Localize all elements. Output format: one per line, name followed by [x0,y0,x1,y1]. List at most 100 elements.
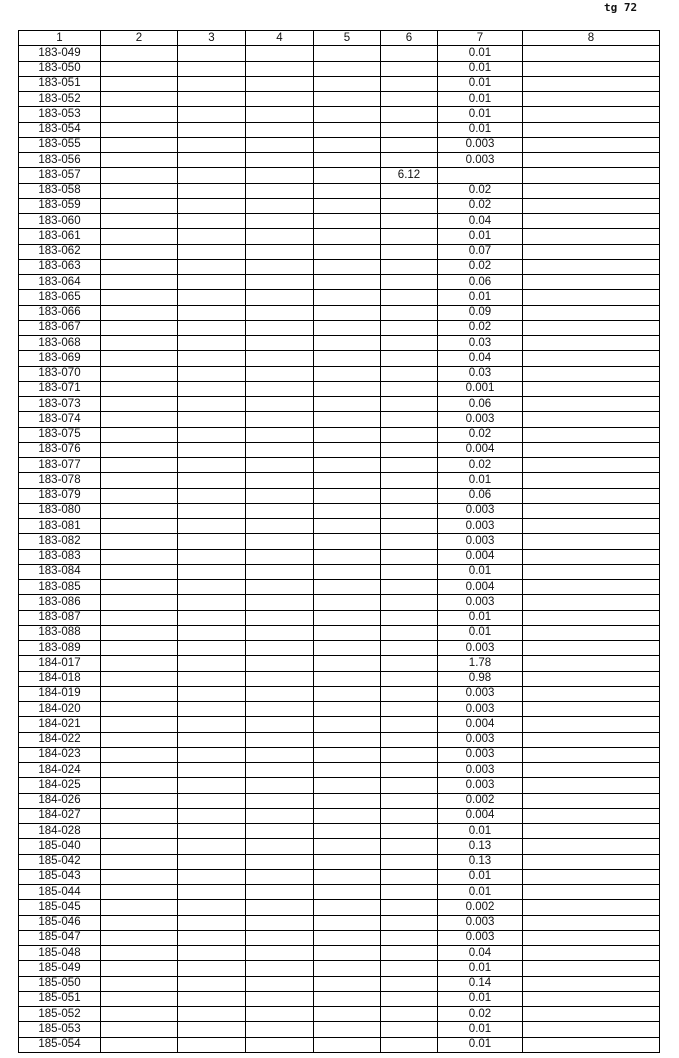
cell-col-8 [522,563,660,581]
table-row: 183-065 0.01 [18,289,660,306]
cell-col-3 [177,289,246,306]
cell-col-2 [100,197,178,215]
cell-col-1: 185-044 [18,883,101,901]
cell-col-6 [380,777,438,794]
cell-col-1: 183-055 [18,136,101,154]
cell-col-1: 183-076 [18,441,101,459]
cell-col-3 [177,548,246,565]
cell-col-4 [245,517,314,535]
table-row: 184-019 0.003 [18,685,660,703]
cell-col-4 [245,380,314,398]
cell-col-8 [522,258,660,276]
table-row: 185-054 0.01 [18,1036,660,1053]
table-row: 183-077 0.02 [18,456,660,474]
cell-col-7: 0.06 [437,487,523,504]
cell-col-8 [522,334,660,352]
cell-col-8 [522,700,660,718]
cell-col-6 [380,594,438,611]
cell-col-5 [313,746,381,764]
cell-col-6 [380,716,438,733]
cell-col-7: 0.01 [437,75,523,93]
cell-col-1: 183-074 [18,411,101,428]
cell-col-5 [313,121,381,138]
cell-col-3 [177,761,246,779]
cell-col-8 [522,624,660,642]
cell-col-8 [522,990,660,1008]
table-row: 183-075 0.02 [18,426,660,443]
cell-col-4 [245,273,314,291]
cell-col-1: 183-088 [18,624,101,642]
cell-col-4 [245,426,314,443]
cell-col-4 [245,212,314,230]
column-header-8: 8 [522,29,660,47]
cell-col-2 [100,395,178,413]
cell-col-6 [380,914,438,931]
cell-col-8 [522,761,660,779]
cell-col-1: 183-084 [18,563,101,581]
cell-col-6 [380,517,438,535]
cell-col-3 [177,502,246,520]
cell-col-5 [313,944,381,962]
cell-col-6 [380,60,438,77]
cell-col-3 [177,1005,246,1023]
cell-col-4 [245,792,314,809]
table-row: 184-020 0.003 [18,700,660,718]
cell-col-5 [313,1005,381,1023]
cell-col-4 [245,1005,314,1023]
cell-col-8 [522,655,660,672]
cell-col-1: 184-018 [18,670,101,687]
cell-col-7: 0.003 [437,685,523,703]
table-row: 183-062 0.07 [18,243,660,260]
cell-col-2 [100,975,178,992]
cell-col-3 [177,380,246,398]
cell-col-1: 183-063 [18,258,101,276]
cell-col-1: 183-056 [18,151,101,169]
table-row: 185-048 0.04 [18,944,660,962]
cell-col-4 [245,853,314,870]
cell-col-3 [177,777,246,794]
cell-col-3 [177,624,246,642]
cell-col-1: 184-027 [18,807,101,825]
cell-col-3 [177,1021,246,1038]
cell-col-7: 0.02 [437,197,523,215]
cell-col-1: 184-025 [18,777,101,794]
cell-col-1: 183-054 [18,121,101,138]
table-row: 183-082 0.003 [18,533,660,550]
column-header-2: 2 [100,29,178,47]
cell-col-8 [522,350,660,367]
cell-col-2 [100,45,178,62]
cell-col-1: 185-046 [18,914,101,931]
cell-col-8 [522,792,660,809]
cell-col-3 [177,838,246,855]
table-row: 183-060 0.04 [18,212,660,230]
cell-col-7: 0.004 [437,548,523,565]
cell-col-2 [100,655,178,672]
table-row: 184-025 0.003 [18,777,660,794]
cell-col-1: 183-077 [18,456,101,474]
cell-col-4 [245,548,314,565]
cell-col-1: 183-061 [18,228,101,245]
cell-col-2 [100,548,178,565]
cell-col-6 [380,838,438,855]
cell-col-6 [380,1021,438,1038]
cell-col-2 [100,273,178,291]
table-row: 183-078 0.01 [18,472,660,489]
cell-col-3 [177,700,246,718]
cell-col-7: 0.03 [437,334,523,352]
cell-col-3 [177,136,246,154]
cell-col-3 [177,899,246,916]
cell-col-5 [313,90,381,108]
cell-col-6 [380,792,438,809]
cell-col-2 [100,151,178,169]
table-row: 183-055 0.003 [18,136,660,154]
cell-col-2 [100,639,178,657]
table-row: 183-089 0.003 [18,639,660,657]
cell-col-2 [100,411,178,428]
cell-col-3 [177,45,246,62]
cell-col-5 [313,182,381,199]
cell-col-5 [313,853,381,870]
cell-col-1: 183-081 [18,517,101,535]
cell-col-2 [100,929,178,947]
table-row: 185-053 0.01 [18,1021,660,1038]
cell-col-2 [100,868,178,886]
